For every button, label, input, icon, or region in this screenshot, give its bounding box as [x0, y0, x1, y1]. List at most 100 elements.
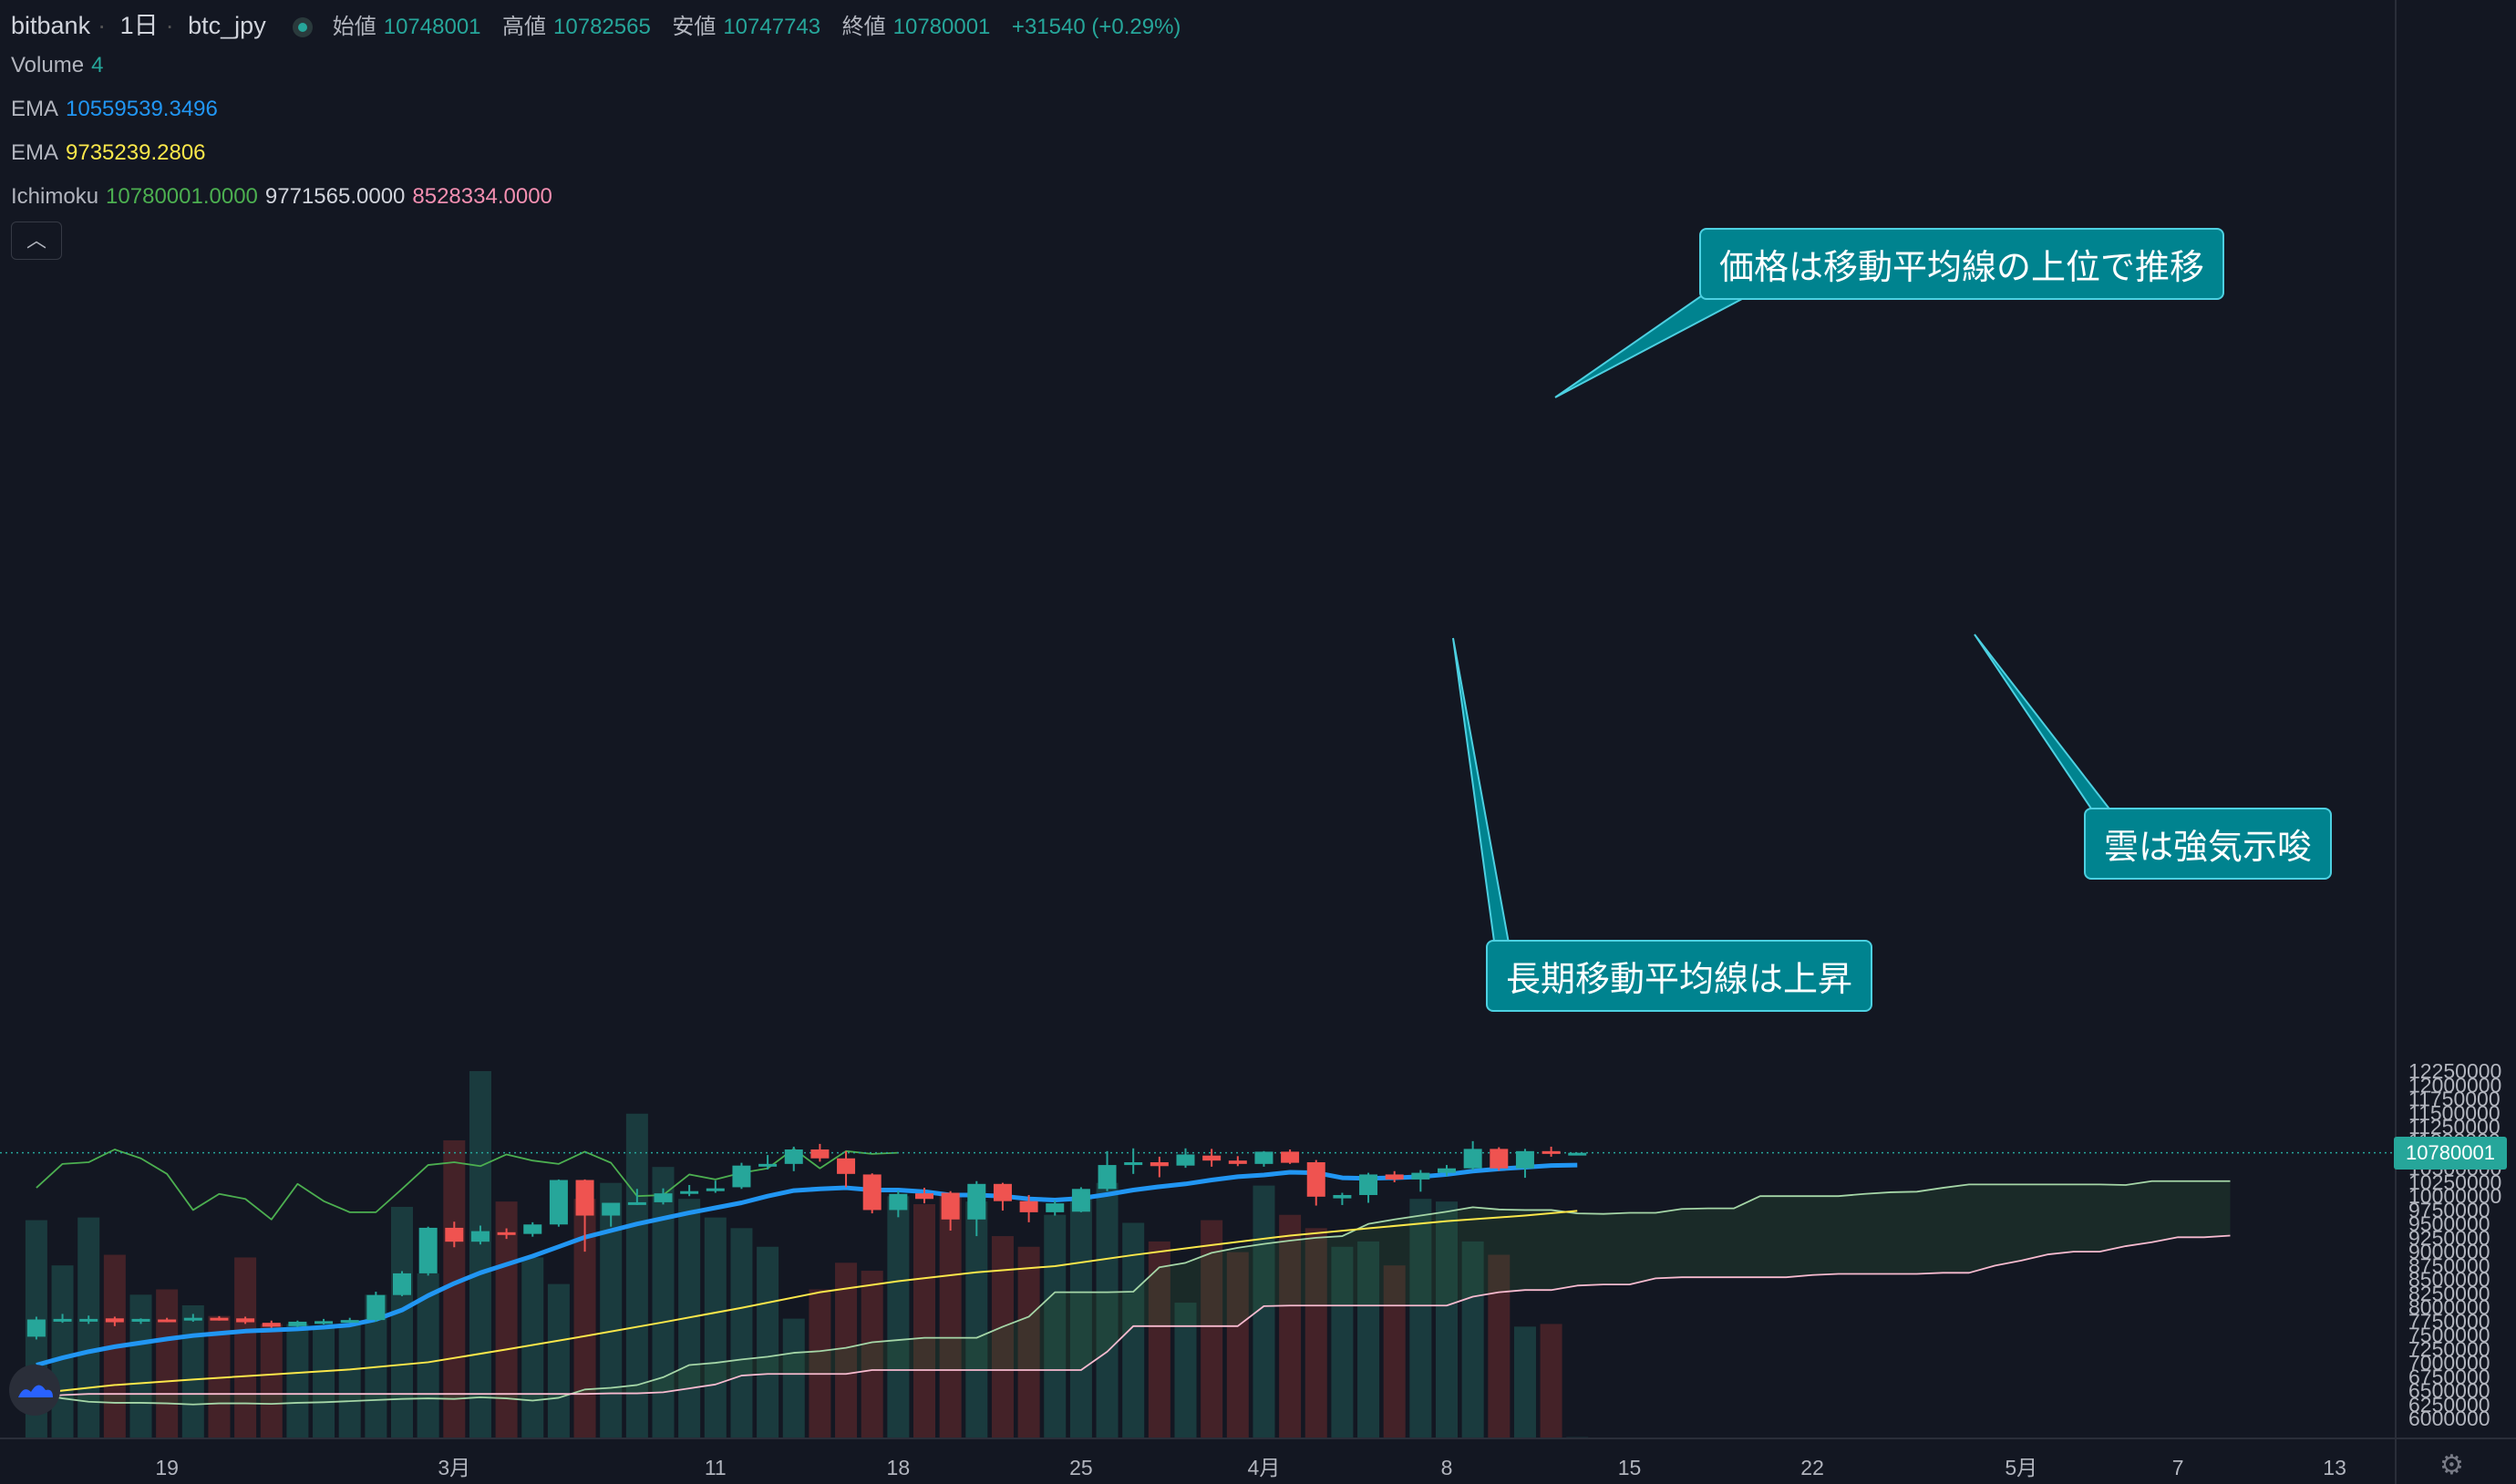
candle [889, 1190, 908, 1218]
volume-bar [391, 1206, 413, 1438]
volume-bar [1383, 1265, 1406, 1438]
price-tick-label: 11250000 [2408, 1115, 2501, 1139]
candle [862, 1173, 882, 1214]
ohlc-high: 高値 10782565 [502, 15, 651, 39]
symbol-header[interactable]: bitbank · 1日 · btc_jpy 始値 10748001 高値 107825… [11, 12, 1181, 39]
price-tick-label: 7000000 [2408, 1351, 2490, 1375]
price-tick-label: 6500000 [2408, 1379, 2490, 1403]
time-tick-label: 8 [1441, 1456, 1453, 1479]
candle-body [784, 1149, 803, 1164]
candle-body [1150, 1162, 1169, 1167]
candle-body [732, 1165, 751, 1188]
candle [1515, 1149, 1534, 1179]
time-tick-label: 4月 [1248, 1456, 1281, 1479]
time-tick-label: 7 [2172, 1456, 2184, 1479]
ohlc-close: 終値 10780001 [841, 15, 991, 39]
candle-body [366, 1294, 386, 1321]
volume-bar [521, 1257, 544, 1438]
price-tick-label: 8250000 [2408, 1282, 2490, 1305]
candle [393, 1271, 411, 1296]
ichimoku-value-2: 9771565.0000 [264, 184, 406, 209]
candle [1098, 1150, 1117, 1191]
candle [706, 1180, 725, 1193]
candle [941, 1190, 960, 1231]
price-tick-label: 7500000 [2408, 1324, 2490, 1347]
volume-bar [547, 1283, 570, 1438]
volume-bar [1436, 1201, 1458, 1438]
volume-bar [469, 1071, 491, 1438]
candle-body [1438, 1168, 1456, 1173]
candle [1176, 1148, 1195, 1169]
candle [680, 1185, 699, 1197]
ema-fast-legend[interactable]: EMA 10559539.3496 [11, 97, 225, 122]
price-tick-label: 9750000 [2408, 1198, 2490, 1221]
volume-bar [835, 1262, 858, 1438]
last-price-label: 10780001 [2394, 1136, 2507, 1170]
candle-body [1359, 1174, 1378, 1195]
tradingview-logo-icon[interactable] [9, 1365, 60, 1416]
candle [79, 1315, 98, 1324]
candle [366, 1292, 386, 1322]
candle [654, 1188, 673, 1205]
ema-fast-legend-value: 10559539.3496 [66, 97, 218, 121]
volume-bar [809, 1289, 831, 1438]
price-tick-label: 12250000 [2408, 1059, 2501, 1083]
ichimoku-legend[interactable]: Ichimoku 10780001.0000 9771565.0000 8528334… [11, 184, 560, 210]
ema-slow-line [36, 1210, 1578, 1395]
time-tick-label: 13 [2323, 1456, 2346, 1479]
volume-bar [861, 1271, 883, 1438]
volume-bar [1201, 1220, 1223, 1438]
candle-body [1333, 1194, 1352, 1199]
candle-body [680, 1190, 699, 1194]
ema-fast-legend-label: EMA [11, 97, 59, 121]
collapse-legend-button[interactable]: ︿ [11, 222, 62, 260]
price-tick-label: 11750000 [2408, 1087, 2501, 1111]
candle-body [497, 1232, 516, 1235]
volume-bar [234, 1257, 257, 1438]
candle-body [654, 1193, 673, 1202]
candle-body [418, 1227, 438, 1273]
candle [549, 1179, 568, 1227]
candle [1306, 1159, 1325, 1206]
candle-body [706, 1188, 725, 1191]
candle [1150, 1156, 1169, 1178]
candle-body [105, 1318, 124, 1323]
volume-legend[interactable]: Volume 4 [11, 53, 110, 78]
price-tick-label: 11500000 [2408, 1101, 2501, 1125]
candle [810, 1143, 830, 1162]
candle-body [889, 1193, 908, 1211]
candle-body [314, 1321, 334, 1324]
candle [1019, 1194, 1038, 1222]
volume-bar [1488, 1254, 1511, 1438]
ema-slow-legend[interactable]: EMA 9735239.2806 [11, 140, 213, 166]
candle-body [1098, 1165, 1117, 1190]
candle [732, 1162, 751, 1190]
interval-label[interactable]: 1日 [119, 12, 159, 39]
gear-icon[interactable]: ⚙ [2439, 1450, 2464, 1480]
price-tick-label: 9250000 [2408, 1226, 2490, 1250]
volume-bar [1069, 1199, 1092, 1438]
candle [1254, 1150, 1273, 1167]
candle [1542, 1146, 1561, 1157]
callout-pointer [1974, 634, 2114, 812]
candle [497, 1228, 516, 1240]
callout-pointer [1554, 289, 1760, 398]
candle [1281, 1149, 1300, 1164]
candle-body [967, 1183, 986, 1220]
volume-bar [1409, 1199, 1432, 1438]
candle [602, 1202, 621, 1227]
senkou-span-a-line [36, 1180, 2231, 1406]
candle-body [1490, 1149, 1509, 1169]
candle-body [53, 1318, 72, 1322]
price-tick-label: 10250000 [2408, 1170, 2501, 1194]
callout-pointers [1452, 289, 2114, 949]
candle [445, 1221, 464, 1248]
time-tick-label: 25 [1069, 1456, 1093, 1479]
ohlc-open: 始値 10748001 [332, 15, 481, 39]
ichimoku-cloud [36, 1180, 2231, 1406]
volume-bar [1304, 1228, 1327, 1438]
volume-bar [1331, 1246, 1354, 1438]
candle [915, 1188, 933, 1204]
volume-bar [730, 1228, 753, 1438]
